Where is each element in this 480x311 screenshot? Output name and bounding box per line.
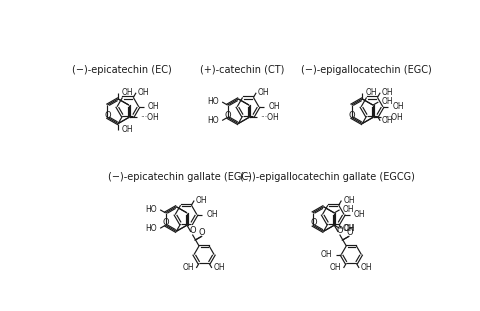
Text: OH: OH bbox=[268, 102, 280, 111]
Text: OH: OH bbox=[214, 263, 226, 272]
Text: O: O bbox=[189, 226, 196, 235]
Text: (+)-catechin (CT): (+)-catechin (CT) bbox=[200, 65, 284, 75]
Text: OH: OH bbox=[382, 98, 393, 106]
Text: O: O bbox=[199, 229, 205, 237]
Text: HO: HO bbox=[145, 224, 157, 233]
Text: OH: OH bbox=[138, 88, 150, 97]
Text: (−)-epicatechin gallate (EGC): (−)-epicatechin gallate (EGC) bbox=[108, 173, 252, 183]
Text: OH: OH bbox=[382, 116, 394, 125]
Text: OH: OH bbox=[392, 102, 404, 111]
Text: OH: OH bbox=[196, 196, 208, 205]
Text: O: O bbox=[310, 218, 317, 227]
Text: OH: OH bbox=[320, 250, 332, 259]
Text: (−)-epigallocatechin (EGC): (−)-epigallocatechin (EGC) bbox=[301, 65, 432, 75]
Text: O: O bbox=[225, 111, 231, 120]
Text: (−)-epicatechin (EC): (−)-epicatechin (EC) bbox=[72, 65, 172, 75]
Text: HO: HO bbox=[145, 205, 157, 214]
Text: OH: OH bbox=[382, 88, 394, 97]
Text: OH: OH bbox=[183, 263, 194, 272]
Text: OH: OH bbox=[148, 102, 160, 111]
Text: O: O bbox=[346, 229, 353, 237]
Text: (−)-epigallocatechin gallate (EGCG): (−)-epigallocatechin gallate (EGCG) bbox=[240, 173, 415, 183]
Text: OH: OH bbox=[121, 88, 133, 97]
Text: O: O bbox=[336, 226, 343, 235]
Text: OH: OH bbox=[343, 224, 355, 233]
Text: OH: OH bbox=[365, 88, 377, 97]
Text: ···OH: ···OH bbox=[384, 113, 403, 122]
Text: OH: OH bbox=[343, 205, 354, 214]
Text: HO: HO bbox=[207, 98, 219, 106]
Text: OH: OH bbox=[361, 263, 372, 272]
Text: OH: OH bbox=[330, 263, 342, 272]
Text: O: O bbox=[163, 218, 169, 227]
Text: OH: OH bbox=[206, 210, 218, 219]
Text: OH: OH bbox=[343, 196, 355, 205]
Text: OH: OH bbox=[353, 210, 365, 219]
Text: HO: HO bbox=[207, 116, 219, 125]
Text: OH: OH bbox=[258, 88, 270, 97]
Text: ···OH: ···OH bbox=[260, 113, 278, 122]
Text: O: O bbox=[105, 111, 111, 120]
Text: OH: OH bbox=[121, 125, 133, 134]
Text: OH: OH bbox=[343, 224, 354, 233]
Text: O: O bbox=[349, 111, 356, 120]
Text: ···OH: ···OH bbox=[140, 113, 158, 122]
